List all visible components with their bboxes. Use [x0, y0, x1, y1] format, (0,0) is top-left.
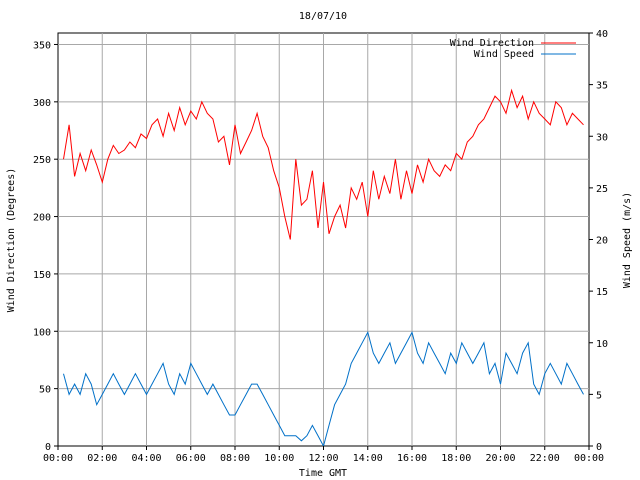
x-tick-label: 04:00 — [131, 453, 161, 464]
y2-tick-label: 10 — [596, 339, 608, 350]
x-tick-label: 10:00 — [264, 453, 294, 464]
x-tick-label: 16:00 — [397, 453, 427, 464]
chart-title: 18/07/10 — [299, 11, 347, 22]
y-tick-label: 50 — [39, 385, 51, 396]
y2-tick-label: 25 — [596, 184, 608, 195]
y-tick-label: 300 — [33, 98, 51, 109]
legend-label-wind-direction: Wind Direction — [450, 38, 534, 49]
y-axis-label: Wind Direction (Degrees) — [6, 168, 17, 313]
y-tick-label: 350 — [33, 40, 51, 51]
x-tick-label: 06:00 — [176, 453, 206, 464]
series-line-wind-direction — [63, 88, 584, 240]
x-tick-label: 02:00 — [87, 453, 117, 464]
x-tick-label: 12:00 — [308, 453, 338, 464]
ticks: 00:00 02:00 04:00 06:00 08:00 10:00 12:00 14:00… — [33, 29, 608, 464]
y2-tick-label: 0 — [596, 442, 602, 453]
y-tick-label: 250 — [33, 155, 51, 166]
x-tick-label: 14:00 — [353, 453, 383, 464]
x-tick-label: 00:00 — [574, 453, 604, 464]
y-tick-label: 0 — [45, 442, 51, 453]
x-tick-label: 20:00 — [485, 453, 515, 464]
y2-tick-label: 20 — [596, 236, 608, 247]
y2-tick-label: 30 — [596, 132, 608, 143]
y2-tick-label: 5 — [596, 390, 602, 401]
y2-tick-label: 35 — [596, 81, 608, 92]
y-tick-label: 100 — [33, 327, 51, 338]
x-tick-label: 08:00 — [220, 453, 250, 464]
x-tick-label: 00:00 — [43, 453, 73, 464]
x-tick-label: 22:00 — [530, 453, 560, 464]
y2-tick-label: 15 — [596, 287, 608, 298]
y-tick-label: 200 — [33, 213, 51, 224]
legend: Wind Direction Wind Speed — [450, 38, 576, 60]
x-axis-label: Time GMT — [299, 468, 347, 479]
x-tick-label: 18:00 — [441, 453, 471, 464]
y2-tick-label: 40 — [596, 29, 608, 40]
legend-label-wind-speed: Wind Speed — [474, 49, 534, 60]
y2-axis-label: Wind Speed (m/s) — [622, 192, 633, 288]
y-tick-label: 150 — [33, 270, 51, 281]
